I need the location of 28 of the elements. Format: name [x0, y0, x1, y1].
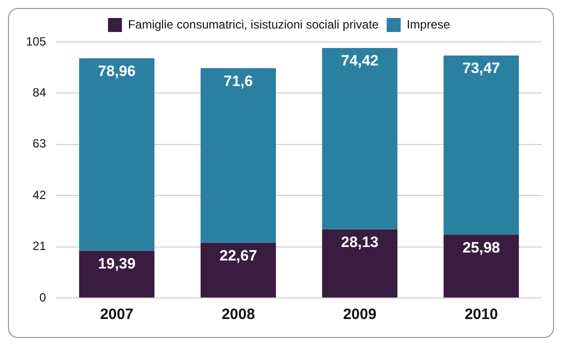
y-tick-label: 63: [32, 136, 46, 151]
data-label: 22,67: [219, 247, 258, 264]
data-label: 25,98: [462, 239, 500, 256]
data-label: 28,13: [340, 234, 379, 252]
x-tick-label: 2007: [100, 306, 134, 324]
y-tick-label: 105: [26, 34, 46, 48]
y-tick-label: 84: [32, 86, 46, 100]
legend-label: Imprese: [406, 17, 450, 32]
data-label: 78,96: [98, 62, 136, 80]
legend-label: Famiglie consumatrici, isistuzioni sociali private: [128, 17, 380, 32]
y-tick-label: 21: [32, 239, 46, 254]
bar: [444, 234, 519, 298]
bar: [200, 242, 276, 298]
bar: [79, 58, 154, 251]
bar: [200, 68, 276, 243]
bar: [79, 250, 154, 298]
bar: [444, 56, 519, 235]
data-label: 73,47: [462, 60, 500, 78]
bar: [322, 229, 398, 298]
y-tick-label: 0: [39, 290, 46, 304]
bar: [322, 48, 398, 230]
x-tick-label: 2008: [222, 306, 255, 324]
data-label: 74,42: [340, 52, 379, 70]
y-tick-label: 42: [32, 188, 46, 202]
x-tick-label: 2010: [464, 306, 498, 324]
data-label: 19,39: [98, 255, 136, 272]
data-label: 71,6: [224, 72, 253, 90]
x-tick-label: 2009: [343, 306, 376, 324]
